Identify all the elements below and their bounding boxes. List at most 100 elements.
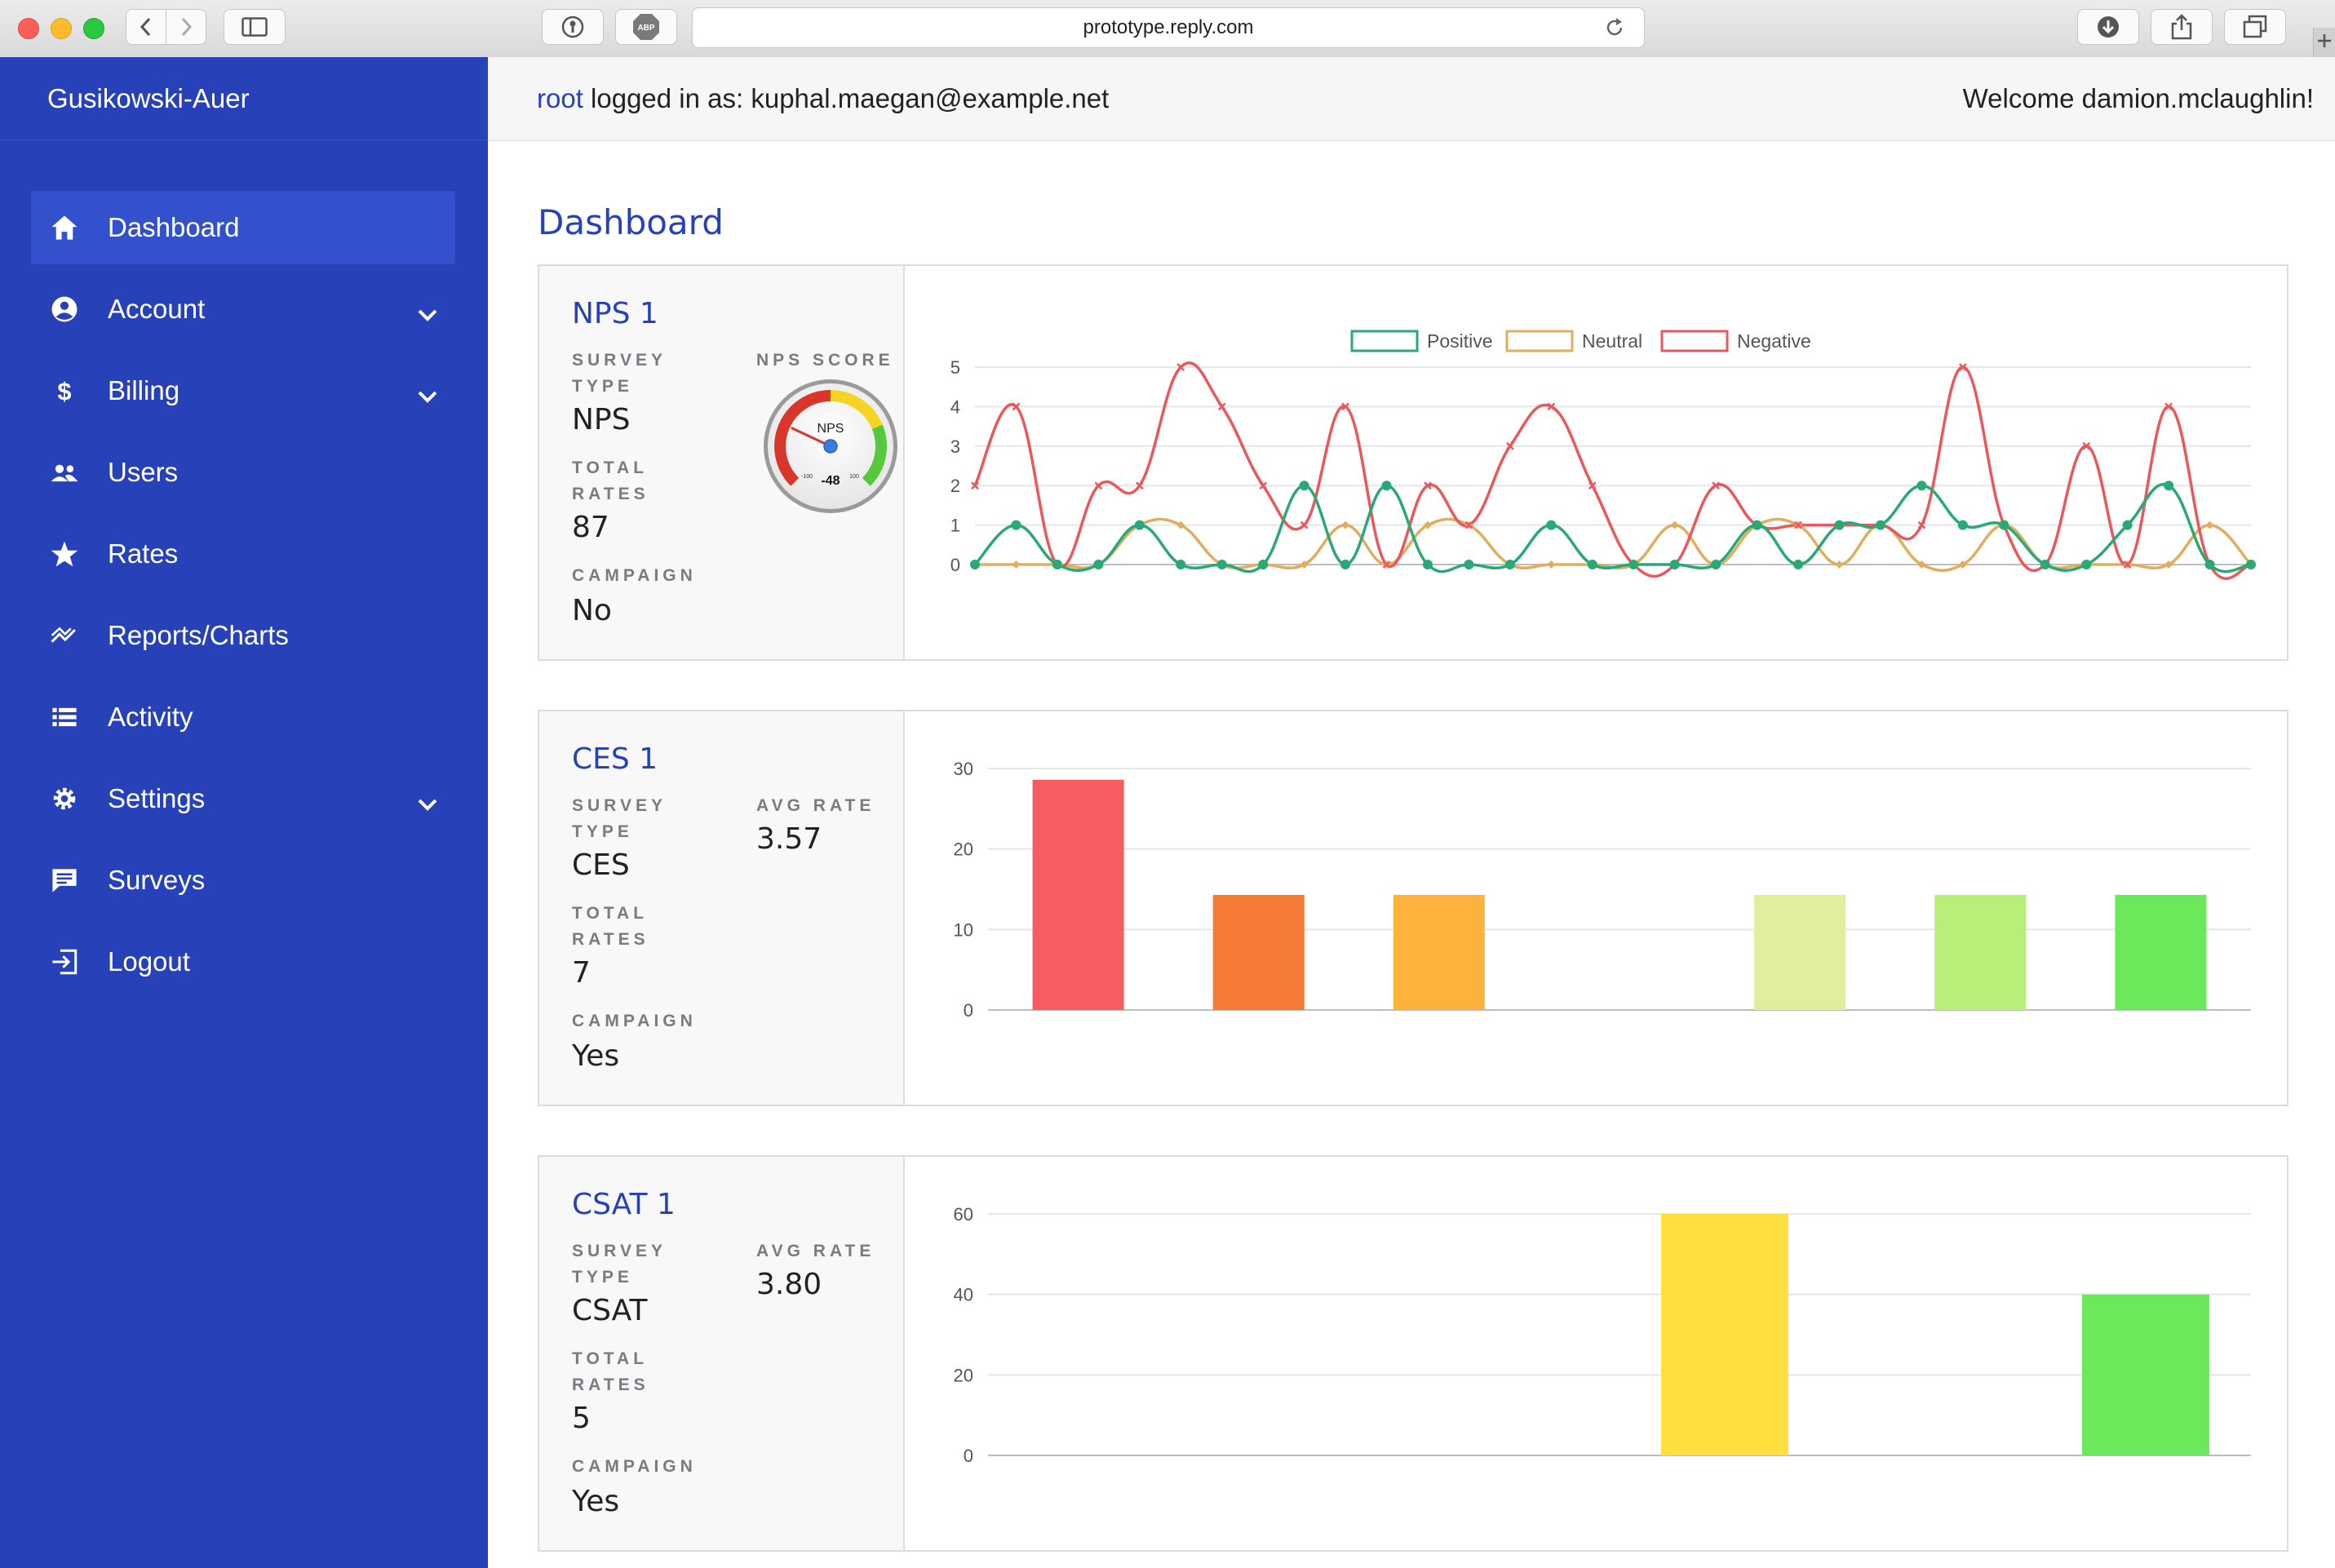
- data-point[interactable]: [1176, 520, 1185, 529]
- bar[interactable]: [2115, 894, 2207, 1010]
- legend-swatch[interactable]: [1350, 330, 1419, 352]
- root-link[interactable]: root: [537, 83, 583, 113]
- data-point[interactable]: [2123, 560, 2132, 569]
- data-point[interactable]: [971, 481, 979, 490]
- data-point[interactable]: [1341, 402, 1349, 411]
- sidebar-item-rates[interactable]: Rates: [31, 517, 455, 591]
- data-point[interactable]: [1176, 363, 1185, 371]
- close-window-button[interactable]: [18, 18, 39, 39]
- sidebar-item-account[interactable]: Account: [31, 272, 455, 346]
- data-point[interactable]: [1670, 520, 1679, 529]
- data-point[interactable]: [1012, 560, 1021, 569]
- bar[interactable]: [1032, 779, 1124, 1010]
- data-point[interactable]: [970, 560, 980, 569]
- survey-title[interactable]: NPS 1: [572, 297, 658, 330]
- share-button[interactable]: [2151, 9, 2213, 45]
- data-point[interactable]: [1299, 481, 1309, 491]
- data-point[interactable]: [1588, 481, 1597, 490]
- tabs-overview-button[interactable]: [2224, 9, 2286, 45]
- sidebar-toggle-button[interactable]: [224, 9, 286, 45]
- data-point[interactable]: [1216, 560, 1227, 569]
- data-point[interactable]: [1711, 560, 1721, 569]
- data-point[interactable]: [1628, 560, 1639, 569]
- data-point[interactable]: [1835, 560, 1844, 569]
- legend-label[interactable]: Neutral: [1582, 330, 1642, 352]
- data-point[interactable]: [1464, 560, 1474, 569]
- data-point[interactable]: [1381, 481, 1392, 491]
- data-point[interactable]: [2164, 481, 2174, 491]
- data-point[interactable]: [1547, 402, 1556, 411]
- sidebar-item-surveys[interactable]: Surveys: [31, 844, 455, 917]
- sidebar-item-dashboard[interactable]: Dashboard: [31, 191, 455, 264]
- data-point[interactable]: [1464, 520, 1473, 529]
- data-point[interactable]: [1134, 520, 1145, 530]
- data-point[interactable]: [1176, 560, 1186, 569]
- legend-swatch[interactable]: [1505, 330, 1574, 352]
- sidebar-item-settings[interactable]: Settings: [31, 762, 455, 835]
- sidebar-item-reports-charts[interactable]: Reports/Charts: [31, 599, 455, 672]
- data-point[interactable]: [1793, 560, 1804, 569]
- data-point[interactable]: [1340, 560, 1351, 569]
- forward-button[interactable]: [166, 9, 206, 45]
- legend-swatch[interactable]: [1660, 330, 1729, 352]
- data-point[interactable]: [1875, 520, 1885, 530]
- data-point[interactable]: [2082, 441, 2091, 450]
- data-point[interactable]: [1382, 560, 1391, 569]
- downloads-button[interactable]: [2077, 9, 2139, 45]
- data-point[interactable]: [1958, 560, 1967, 569]
- adblock-button[interactable]: ABP: [615, 9, 677, 45]
- address-bar[interactable]: prototype.reply.com: [692, 7, 1645, 48]
- new-tab-button[interactable]: [2313, 28, 2335, 57]
- data-point[interactable]: [1424, 481, 1432, 490]
- survey-title[interactable]: CSAT 1: [572, 1188, 676, 1221]
- data-point[interactable]: [1587, 560, 1597, 569]
- chevron-down-icon[interactable]: [416, 299, 439, 330]
- sidebar-item-activity[interactable]: Activity: [31, 680, 455, 754]
- data-point[interactable]: [2246, 560, 2256, 569]
- data-point[interactable]: [1135, 481, 1144, 490]
- data-point[interactable]: [1012, 402, 1021, 411]
- zoom-window-button[interactable]: [83, 18, 104, 39]
- data-point[interactable]: [1999, 520, 2009, 530]
- data-point[interactable]: [1669, 560, 1680, 569]
- data-point[interactable]: [2164, 402, 2173, 411]
- data-point[interactable]: [2122, 520, 2133, 530]
- sidebar-item-users[interactable]: Users: [31, 436, 455, 509]
- data-point[interactable]: [1259, 481, 1268, 490]
- data-point[interactable]: [2164, 560, 2173, 569]
- bar[interactable]: [1754, 894, 1846, 1010]
- data-point[interactable]: [1794, 520, 1802, 529]
- sidebar-item-logout[interactable]: Logout: [31, 925, 455, 999]
- data-point[interactable]: [1504, 560, 1515, 569]
- bar[interactable]: [2082, 1294, 2209, 1455]
- data-point[interactable]: [1217, 402, 1226, 411]
- data-point[interactable]: [1258, 560, 1269, 569]
- data-point[interactable]: [1300, 520, 1309, 529]
- bar[interactable]: [1934, 894, 2027, 1010]
- data-point[interactable]: [1422, 560, 1433, 569]
- data-point[interactable]: [1300, 560, 1309, 569]
- bar[interactable]: [1661, 1214, 1788, 1455]
- brand-name[interactable]: Gusikowski-Auer: [0, 57, 488, 140]
- chevron-down-icon[interactable]: [416, 788, 439, 819]
- reload-icon[interactable]: [1603, 16, 1626, 39]
- data-point[interactable]: [1916, 481, 1927, 491]
- bar[interactable]: [1393, 894, 1485, 1010]
- minimize-window-button[interactable]: [51, 18, 72, 39]
- legend-label[interactable]: Positive: [1427, 330, 1493, 352]
- data-point[interactable]: [1546, 520, 1557, 530]
- data-point[interactable]: [1011, 520, 1021, 530]
- legend-label[interactable]: Negative: [1737, 330, 1811, 352]
- data-point[interactable]: [1547, 560, 1556, 569]
- data-point[interactable]: [2040, 560, 2050, 569]
- data-point[interactable]: [1341, 520, 1350, 529]
- data-point[interactable]: [1505, 441, 1514, 450]
- chevron-down-icon[interactable]: [416, 380, 439, 411]
- data-point[interactable]: [1093, 560, 1104, 569]
- data-point[interactable]: [2081, 560, 2092, 569]
- data-point[interactable]: [2205, 520, 2214, 529]
- data-point[interactable]: [1834, 520, 1845, 530]
- data-point[interactable]: [1957, 520, 1968, 530]
- data-point[interactable]: [1094, 481, 1103, 490]
- data-point[interactable]: [1712, 481, 1721, 490]
